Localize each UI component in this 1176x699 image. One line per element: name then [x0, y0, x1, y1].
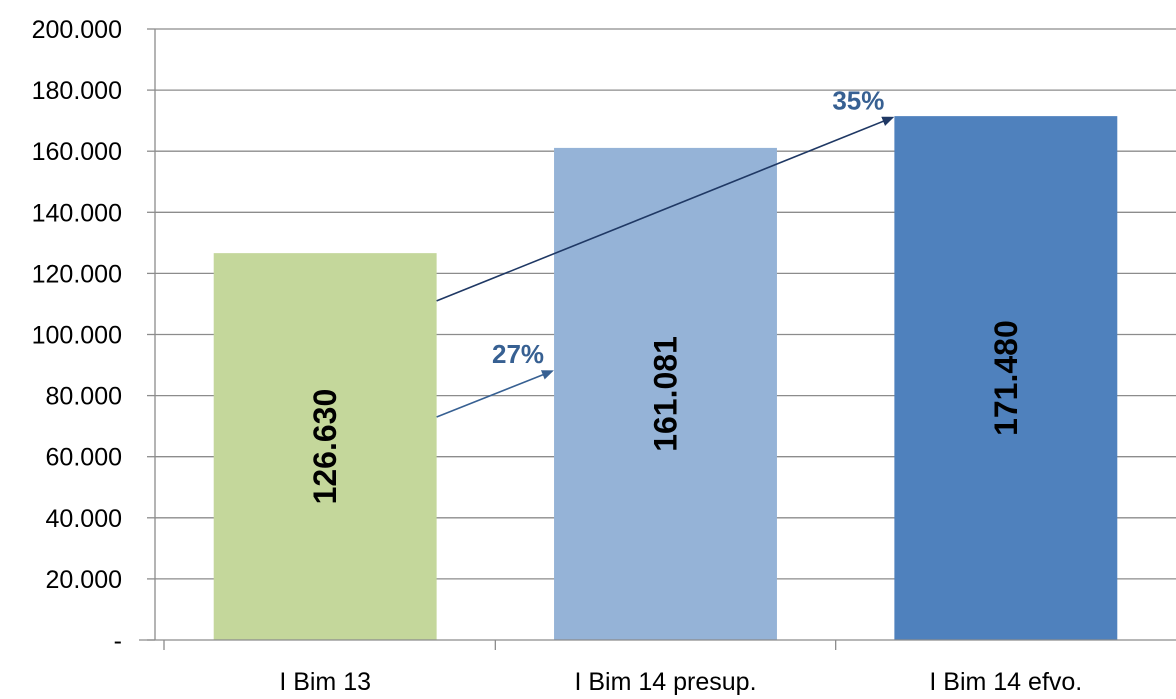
y-tick-label: 60.000: [46, 444, 122, 472]
y-tick-label: 200.000: [32, 16, 122, 44]
bar: [213, 253, 437, 640]
growth-arrow: [436, 116, 895, 302]
bars: [213, 116, 1118, 640]
y-tick-label: 80.000: [46, 383, 122, 411]
y-tick-label: 20.000: [46, 566, 122, 594]
y-tick-label: 40.000: [46, 505, 122, 533]
bar: [554, 147, 777, 640]
x-category-label: I Bim 14 presup.: [574, 668, 756, 696]
y-tick-label: 120.000: [32, 260, 122, 288]
growth-arrow: [436, 370, 554, 418]
data-label: 126.630: [307, 389, 343, 505]
y-tick-label: -: [114, 627, 122, 655]
data-label: 171.480: [988, 320, 1024, 436]
annotations: 27% 35%: [436, 86, 895, 418]
axes: [139, 28, 1176, 650]
labels: - 20.000 40.000 60.000 80.000 100.000 120.000 1…: [32, 16, 1083, 696]
bar: [894, 116, 1118, 640]
y-tick-label: 180.000: [32, 77, 122, 105]
growth-percent-label: 27%: [492, 339, 544, 369]
y-tick-label: 100.000: [32, 322, 122, 350]
x-category-label: I Bim 13: [279, 668, 371, 696]
y-tick-label: 160.000: [32, 138, 122, 166]
y-tick-label: 140.000: [32, 199, 122, 227]
data-label: 161.081: [648, 336, 684, 452]
x-category-label: I Bim 14 efvo.: [929, 668, 1082, 696]
growth-percent-label: 35%: [832, 86, 884, 116]
